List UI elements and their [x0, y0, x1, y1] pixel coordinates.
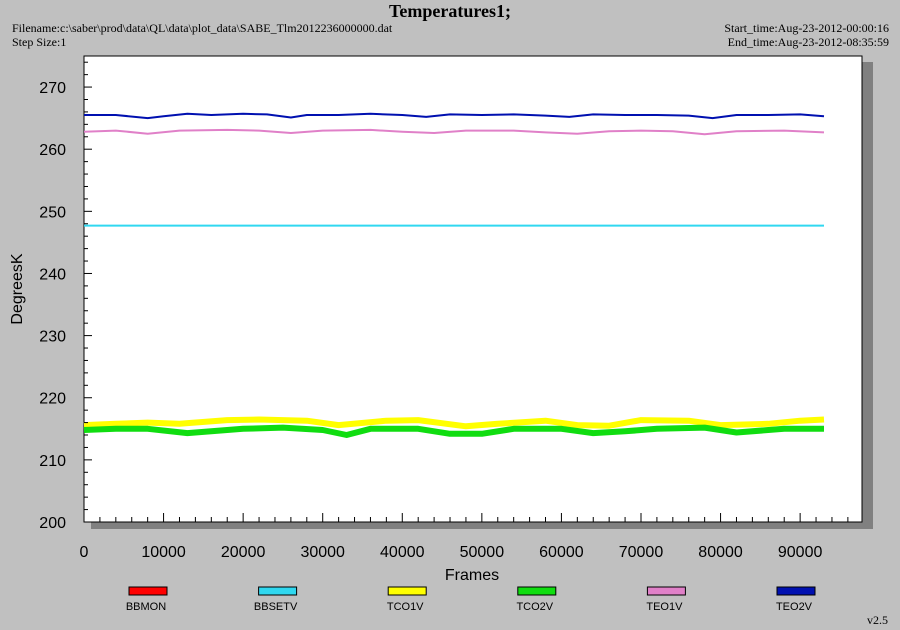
end-time-label: End_time:Aug-23-2012-08:35:59 — [727, 35, 889, 49]
x-tick-label: 70000 — [619, 544, 664, 561]
y-axis-label: DegreesK — [9, 253, 26, 324]
y-tick-label: 270 — [39, 80, 66, 97]
legend-label-tco2v: TCO2V — [516, 601, 553, 613]
plot-title: Temperatures1; — [389, 1, 511, 21]
y-tick-label: 230 — [39, 329, 66, 346]
y-tick-label: 210 — [39, 453, 66, 470]
plot-area — [83, 55, 863, 523]
x-tick-label: 20000 — [221, 544, 266, 561]
legend-swatch-teo1v — [646, 586, 686, 596]
x-tick-label: 10000 — [141, 544, 186, 561]
x-axis-label: Frames — [445, 567, 499, 584]
legend-label-tco1v: TCO1V — [387, 601, 424, 613]
legend-label-bbmon: BBMON — [126, 601, 166, 613]
x-tick-label: 40000 — [380, 544, 425, 561]
series-line-tco1v — [83, 416, 825, 430]
y-tick-label: 200 — [39, 515, 66, 532]
legend-swatch-bbmon — [128, 586, 168, 596]
filename-label: Filename:c:\saber\prod\data\QL\data\plot… — [12, 21, 393, 35]
legend-swatch-tco1v — [387, 586, 427, 596]
x-tick-label: 50000 — [460, 544, 505, 561]
start-time-label: Start_time:Aug-23-2012-00:00:16 — [724, 21, 889, 35]
legend-label-teo1v: TEO1V — [646, 601, 683, 613]
legend-label-bbsetv: BBSETV — [254, 601, 298, 613]
series-line-tco2v — [83, 424, 824, 438]
series-line-teo1v — [83, 128, 825, 136]
y-tick-label: 260 — [39, 142, 66, 159]
legend-swatch-bbsetv — [258, 586, 298, 596]
x-tick-label: 0 — [80, 544, 89, 561]
x-tick-label: 30000 — [300, 544, 345, 561]
legend-label-teo2v: TEO2V — [776, 601, 813, 613]
x-tick-label: 60000 — [539, 544, 584, 561]
legend-swatch-teo2v — [776, 586, 816, 596]
y-tick-label: 220 — [39, 391, 66, 408]
axis-layer: 200 210 220 230 240 250 260 270 0 10000 20000 30000… — [39, 61, 849, 561]
series-line-teo2v — [84, 112, 825, 120]
legend: BBMON BBSETV TCO1V TCO2V TEO1V TEO2V — [126, 586, 816, 613]
step-size-label: Step Size:1 — [12, 35, 67, 49]
y-tick-label: 250 — [39, 204, 66, 221]
legend-swatch-tco2v — [517, 586, 557, 596]
y-tick-label: 240 — [39, 266, 66, 283]
series-layer — [83, 112, 825, 438]
x-tick-label: 90000 — [778, 544, 823, 561]
x-tick-label: 80000 — [698, 544, 743, 561]
version-label: v2.5 — [867, 613, 888, 627]
